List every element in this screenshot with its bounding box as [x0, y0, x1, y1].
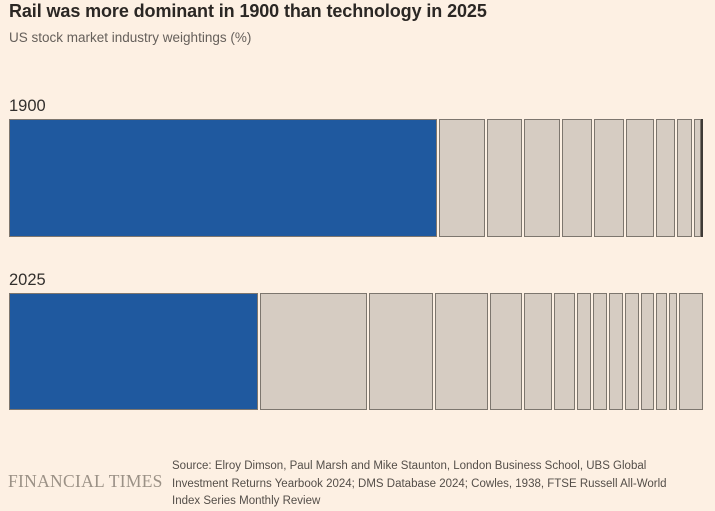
segment-other-industry	[523, 293, 552, 410]
segment-other-industry	[640, 293, 655, 410]
segment-other-industry	[369, 293, 433, 410]
segment-other-industry	[625, 293, 639, 410]
segment-other-industry	[524, 119, 560, 237]
source-line-2: Investment Returns Yearbook 2024; DMS Da…	[172, 477, 667, 490]
chart-title: Rail was more dominant in 1900 than tech…	[9, 1, 487, 21]
segment-other-industry	[625, 119, 655, 237]
segment-other-industry	[609, 293, 624, 410]
segment-other-industry	[438, 119, 485, 237]
source-line-3: Index Series Monthly Review	[172, 495, 321, 507]
stacked-bar-1900	[9, 119, 703, 237]
segment-other-industry	[676, 119, 693, 237]
segment-other-industry	[668, 293, 677, 410]
segment-other-industry	[656, 293, 667, 410]
segment-other-industry	[694, 119, 702, 237]
segment-other-industry	[656, 119, 675, 237]
segment-other-industry	[260, 293, 368, 410]
segment-technology	[9, 293, 259, 410]
segment-other-industry	[593, 293, 608, 410]
segment-rail	[9, 119, 437, 237]
source-line-1: Source: Elroy Dimson, Paul Marsh and Mik…	[172, 460, 647, 472]
financial-times-logo: FINANCIAL TIMES	[8, 471, 163, 491]
bar-label-2025: 2025	[9, 271, 46, 289]
bar-label-1900: 1900	[9, 97, 46, 115]
segment-other-industry	[678, 293, 703, 410]
source-note: Source: Elroy Dimson, Paul Marsh and Mik…	[172, 458, 702, 511]
chart-subtitle: US stock market industry weightings (%)	[9, 30, 252, 45]
segment-other-industry	[434, 293, 488, 410]
stacked-bar-2025	[9, 293, 703, 410]
segment-other-industry	[561, 119, 593, 237]
segment-other-industry	[577, 293, 592, 410]
segment-other-industry	[489, 293, 522, 410]
segment-other-industry	[594, 119, 624, 237]
segment-other-industry	[553, 293, 576, 410]
segment-other-industry	[486, 119, 523, 237]
